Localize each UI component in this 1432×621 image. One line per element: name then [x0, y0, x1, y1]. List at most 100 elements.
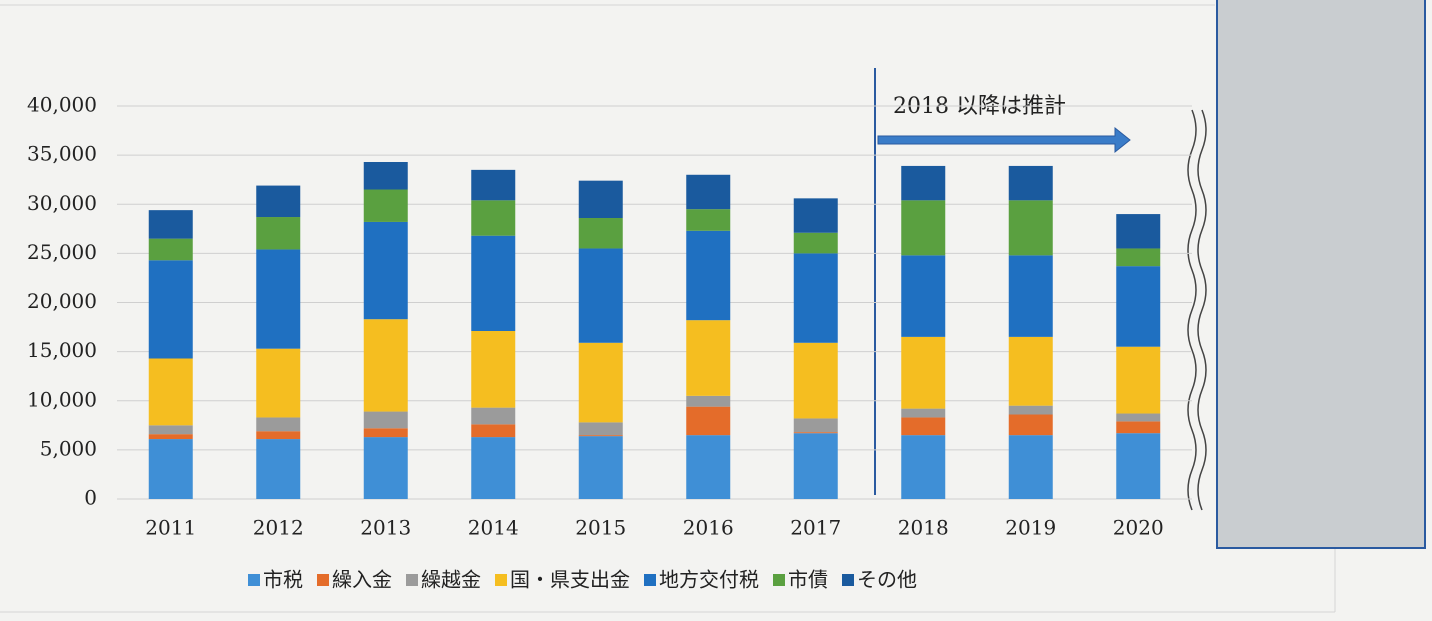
bar-segment: [901, 255, 946, 337]
y-tick-label: 20,000: [27, 289, 97, 313]
bar-segment: [793, 433, 838, 499]
bar-segment: [1116, 433, 1161, 499]
bar-segment: [901, 435, 946, 499]
bar-segment: [256, 417, 301, 432]
x-tick-label: 2014: [468, 516, 519, 540]
bar-segment: [148, 434, 193, 440]
bar-segment: [471, 437, 516, 499]
bar-segment: [793, 198, 838, 233]
bar-segment: [363, 437, 408, 499]
bar-segment: [363, 221, 408, 320]
bar-segment: [148, 425, 193, 435]
bar-segment: [148, 210, 193, 239]
bar-segment: [578, 342, 623, 423]
legend-label: 市債: [788, 568, 828, 592]
y-tick-label: 5,000: [40, 436, 97, 460]
bar-segment: [1008, 405, 1053, 415]
legend-label: 市税: [263, 568, 303, 592]
bar-segment: [686, 435, 731, 499]
bar-segment: [578, 218, 623, 249]
legend-label: 国・県支出金: [510, 568, 630, 592]
bar-segment: [148, 439, 193, 499]
x-tick-label: 2020: [1113, 516, 1164, 540]
legend-label: 地方交付税: [659, 568, 759, 592]
bar-segment: [686, 320, 731, 396]
legend-swatch: [317, 574, 329, 586]
bar-segment: [363, 428, 408, 438]
y-tick-label: 30,000: [27, 191, 97, 215]
bar-segment: [1008, 435, 1053, 499]
legend-swatch: [773, 574, 785, 586]
x-tick-label: 2013: [360, 516, 411, 540]
bar-segment: [901, 408, 946, 418]
bar-segment: [793, 232, 838, 254]
y-tick-label: 10,000: [27, 387, 97, 411]
bar-segment: [363, 189, 408, 222]
bar-segment: [256, 431, 301, 440]
break-mark: [1197, 109, 1207, 511]
bar-segment: [256, 185, 301, 218]
bar-segment: [1008, 414, 1053, 436]
bar-segment: [686, 406, 731, 436]
bar-segment: [471, 235, 516, 331]
bar-segment: [1008, 200, 1053, 256]
bar-segment: [901, 165, 946, 201]
bar-segment: [686, 174, 731, 210]
bar-segment: [471, 407, 516, 425]
bar-segment: [578, 436, 623, 499]
y-tick-label: 0: [84, 486, 97, 510]
bar-segment: [1008, 165, 1053, 201]
break-mark: [1187, 109, 1197, 511]
bar-segment: [471, 424, 516, 438]
legend-label: 繰入金: [332, 568, 392, 592]
legend-label: その他: [857, 568, 917, 592]
x-tick-label: 2011: [145, 516, 196, 540]
y-tick-label: 40,000: [27, 93, 97, 117]
bar-segment: [1008, 255, 1053, 337]
arrow: [877, 126, 1131, 154]
bar-segment: [578, 435, 623, 437]
legend-swatch: [842, 574, 854, 586]
legend-label: 繰越金: [421, 568, 481, 592]
x-tick-label: 2015: [575, 516, 626, 540]
bar-segment: [793, 418, 838, 433]
bar-segment: [1116, 413, 1161, 422]
legend-swatch: [248, 574, 260, 586]
side-panel: [1216, 0, 1426, 549]
bar-segment: [793, 432, 838, 434]
bar-segment: [471, 169, 516, 201]
bar-segment: [686, 209, 731, 231]
bar-segment: [1116, 214, 1161, 249]
bar-segment: [256, 217, 301, 250]
bar-segment: [578, 422, 623, 436]
bar-segment: [686, 230, 731, 321]
y-tick-label: 35,000: [27, 142, 97, 166]
bar-segment: [1008, 336, 1053, 406]
bar-segment: [1116, 421, 1161, 434]
bar-segment: [1116, 346, 1161, 414]
bar-segment: [256, 249, 301, 349]
bar-segment: [1116, 266, 1161, 347]
bar-segment: [793, 253, 838, 343]
bar-segment: [148, 238, 193, 261]
bar-segment: [793, 342, 838, 419]
x-tick-label: 2016: [683, 516, 734, 540]
bar-segment: [471, 200, 516, 236]
bar-segment: [363, 411, 408, 429]
bar-segment: [901, 336, 946, 409]
legend-swatch: [406, 574, 418, 586]
bar-segment: [901, 417, 946, 436]
bar-segment: [363, 162, 408, 190]
bar-segment: [471, 330, 516, 408]
legend-swatch: [495, 574, 507, 586]
y-tick-label: 15,000: [27, 338, 97, 362]
bar-segment: [256, 439, 301, 499]
bar-segment: [148, 260, 193, 359]
y-tick-label: 25,000: [27, 240, 97, 264]
x-tick-label: 2012: [253, 516, 304, 540]
x-tick-label: 2017: [790, 516, 841, 540]
bar-segment: [148, 358, 193, 426]
legend-swatch: [644, 574, 656, 586]
